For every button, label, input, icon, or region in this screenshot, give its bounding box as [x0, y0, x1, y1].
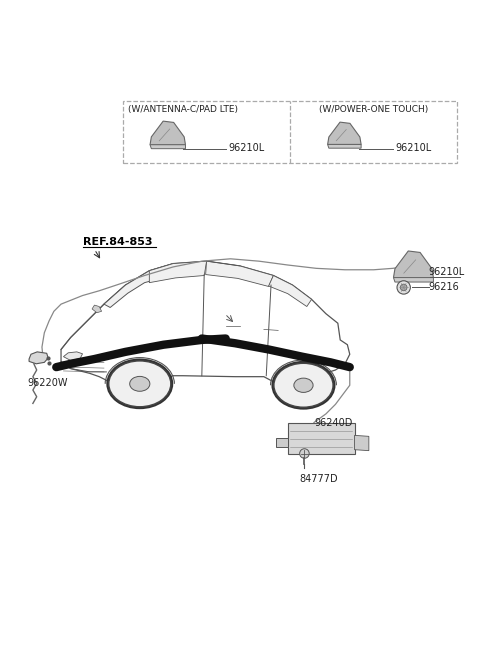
Ellipse shape	[274, 363, 333, 407]
Ellipse shape	[294, 378, 313, 392]
Polygon shape	[205, 261, 274, 287]
Polygon shape	[63, 352, 83, 360]
Polygon shape	[104, 264, 173, 308]
Text: 96210L: 96210L	[395, 143, 432, 153]
Polygon shape	[328, 122, 361, 144]
Text: 96240D: 96240D	[314, 419, 352, 428]
Ellipse shape	[109, 361, 171, 407]
Polygon shape	[269, 276, 312, 306]
Circle shape	[300, 449, 309, 459]
Polygon shape	[288, 423, 355, 455]
Polygon shape	[150, 145, 185, 149]
Polygon shape	[276, 438, 288, 447]
Polygon shape	[150, 121, 185, 145]
Text: 96220W: 96220W	[28, 378, 68, 388]
Text: 96210L: 96210L	[228, 143, 264, 153]
Text: 84777D: 84777D	[300, 474, 338, 483]
Polygon shape	[355, 436, 369, 451]
Text: 96210L: 96210L	[429, 267, 465, 277]
Text: 96216: 96216	[429, 283, 459, 293]
Text: (W/POWER-ONE TOUCH): (W/POWER-ONE TOUCH)	[319, 105, 428, 113]
Text: (W/ANTENNA-C/PAD LTE): (W/ANTENNA-C/PAD LTE)	[128, 105, 238, 113]
Polygon shape	[394, 251, 433, 277]
Polygon shape	[29, 352, 48, 364]
Polygon shape	[92, 305, 102, 313]
Polygon shape	[149, 261, 206, 283]
Polygon shape	[328, 144, 361, 148]
Polygon shape	[61, 261, 350, 391]
Polygon shape	[394, 277, 433, 282]
Ellipse shape	[130, 377, 150, 391]
Circle shape	[400, 284, 407, 291]
Circle shape	[397, 281, 410, 294]
Text: REF.84-853: REF.84-853	[83, 237, 152, 247]
